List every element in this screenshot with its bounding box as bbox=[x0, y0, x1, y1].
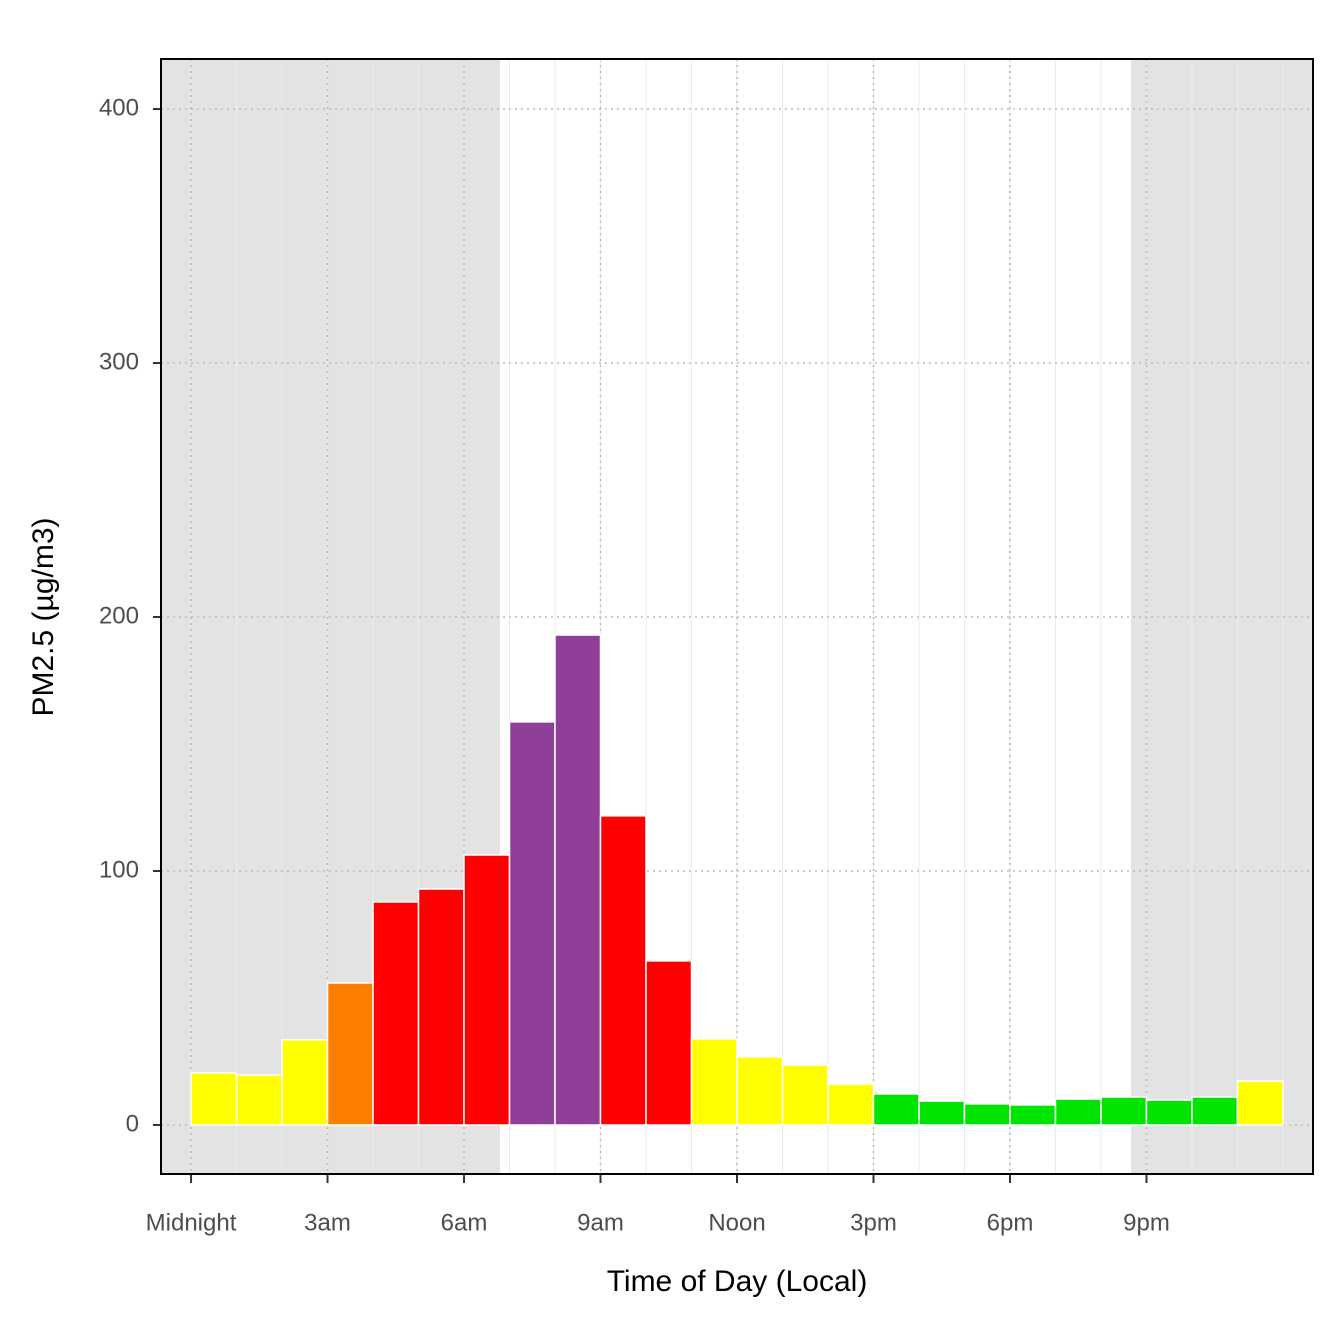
x-tick-label: 6pm bbox=[987, 1209, 1034, 1236]
bar bbox=[872, 1093, 920, 1126]
bar bbox=[781, 1064, 829, 1126]
bar bbox=[554, 634, 602, 1126]
y-tick-label: 300 bbox=[99, 348, 139, 375]
bar bbox=[599, 815, 647, 1126]
x-tick-label: Midnight bbox=[146, 1209, 237, 1236]
y-tick-label: 0 bbox=[126, 1110, 139, 1137]
y-tick-label: 400 bbox=[99, 94, 139, 121]
y-tick-label: 100 bbox=[99, 856, 139, 883]
x-tick-label: 3pm bbox=[850, 1209, 897, 1236]
bar bbox=[827, 1083, 875, 1126]
bar bbox=[1054, 1098, 1102, 1126]
bar bbox=[281, 1039, 329, 1126]
bar bbox=[963, 1103, 1011, 1126]
bar bbox=[1191, 1096, 1239, 1126]
x-tick-label: 6am bbox=[441, 1209, 488, 1236]
bar bbox=[508, 721, 556, 1126]
bar bbox=[417, 888, 465, 1126]
y-tick-label: 200 bbox=[99, 602, 139, 629]
bar bbox=[190, 1072, 238, 1126]
bar bbox=[463, 854, 511, 1126]
bar bbox=[1100, 1096, 1148, 1126]
bar bbox=[372, 901, 420, 1126]
x-tick-label: 9pm bbox=[1123, 1209, 1170, 1236]
bar bbox=[690, 1038, 738, 1126]
bar bbox=[736, 1056, 784, 1126]
bar bbox=[918, 1100, 966, 1126]
bar bbox=[1145, 1099, 1193, 1126]
x-axis-title: Time of Day (Local) bbox=[607, 1265, 868, 1298]
plot-frame bbox=[160, 58, 1314, 1175]
bar bbox=[1236, 1080, 1284, 1126]
x-tick-label: Noon bbox=[708, 1209, 765, 1236]
bar bbox=[235, 1074, 283, 1126]
y-axis-title: PM2.5 (µg/m3) bbox=[27, 518, 60, 717]
bar bbox=[1009, 1104, 1057, 1126]
x-tick-label: 3am bbox=[304, 1209, 351, 1236]
bar bbox=[326, 982, 374, 1126]
x-tick-label: 9am bbox=[577, 1209, 624, 1236]
bar bbox=[645, 960, 693, 1126]
